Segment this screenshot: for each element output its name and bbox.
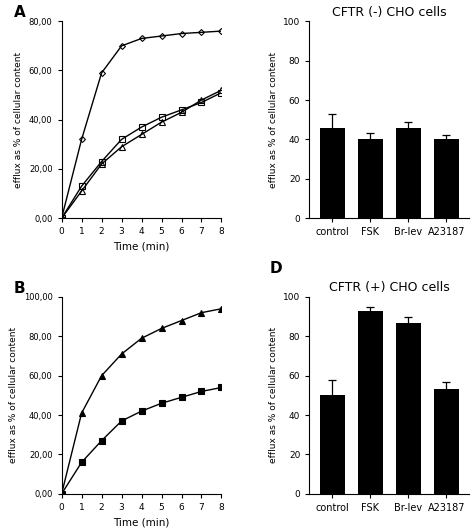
Bar	[434, 389, 459, 494]
Text: D: D	[269, 261, 282, 276]
Title: CFTR (-) CHO cells: CFTR (-) CHO cells	[332, 6, 447, 19]
Text: C: C	[269, 0, 281, 1]
Y-axis label: efflux as % of cellular content: efflux as % of cellular content	[14, 52, 23, 188]
X-axis label: Time (min): Time (min)	[113, 517, 170, 527]
Bar	[358, 140, 383, 218]
Bar	[434, 140, 459, 218]
Bar	[358, 311, 383, 494]
Bar	[320, 396, 345, 494]
X-axis label: Time (min): Time (min)	[113, 242, 170, 252]
Y-axis label: efflux as % of cellular content: efflux as % of cellular content	[9, 327, 18, 464]
Text: A: A	[14, 5, 26, 20]
Text: B: B	[14, 281, 25, 296]
Y-axis label: efflux as % of cellular content: efflux as % of cellular content	[269, 327, 278, 464]
Y-axis label: efflux as % of cellular content: efflux as % of cellular content	[269, 52, 278, 188]
Title: CFTR (+) CHO cells: CFTR (+) CHO cells	[329, 281, 450, 294]
Bar	[396, 127, 421, 218]
Bar	[396, 322, 421, 494]
Bar	[320, 127, 345, 218]
